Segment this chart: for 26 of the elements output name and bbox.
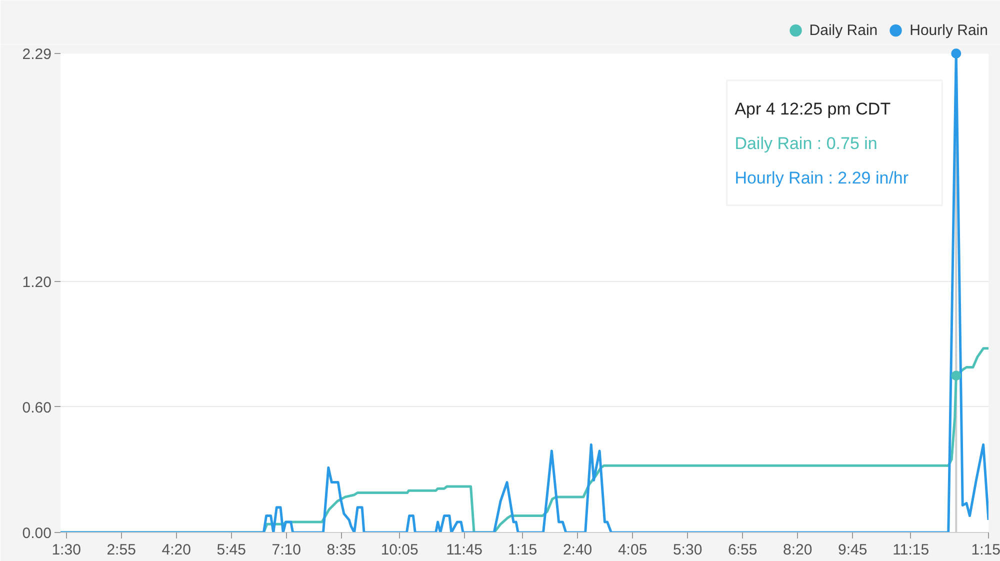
x-tick-label: 8:35: [326, 542, 356, 558]
x-tick-label: 4:20: [162, 542, 191, 558]
y-tick-label: 0.60: [22, 400, 52, 416]
y-tick-label: 1.20: [22, 274, 52, 291]
legend-label: Hourly Rain: [910, 22, 988, 38]
x-tick-label: 5:45: [216, 542, 246, 558]
x-tick-label: 6:55: [728, 542, 758, 558]
x-tick-label: 7:10: [272, 542, 301, 558]
x-tick-label: 11:45: [446, 542, 483, 558]
x-tick-label: 1:15: [971, 542, 1000, 558]
x-tick-label: 5:30: [672, 542, 702, 558]
y-tick-label: 2.29: [22, 46, 52, 63]
x-tick-label: 10:05: [380, 542, 418, 558]
legend-label: Daily Rain: [809, 22, 878, 38]
x-tick-label: 9:45: [838, 542, 868, 558]
x-tick-label: 1:30: [52, 542, 81, 558]
x-tick-label: 4:05: [618, 542, 648, 558]
annotation: Hourly Rain : 2.29 in/hr: [734, 168, 909, 188]
annotation: Daily Rain : 0.75 in: [734, 134, 878, 154]
x-tick-label: 1:15: [508, 542, 538, 558]
annotation: Apr 4 12:25 pm CDT: [734, 100, 891, 119]
x-tick-label: 11:15: [892, 542, 930, 558]
y-tick-label: 0.00: [22, 525, 52, 542]
x-tick-label: 8:20: [782, 542, 812, 558]
x-tick-label: 2:40: [562, 542, 592, 558]
x-tick-label: 2:55: [106, 542, 136, 558]
